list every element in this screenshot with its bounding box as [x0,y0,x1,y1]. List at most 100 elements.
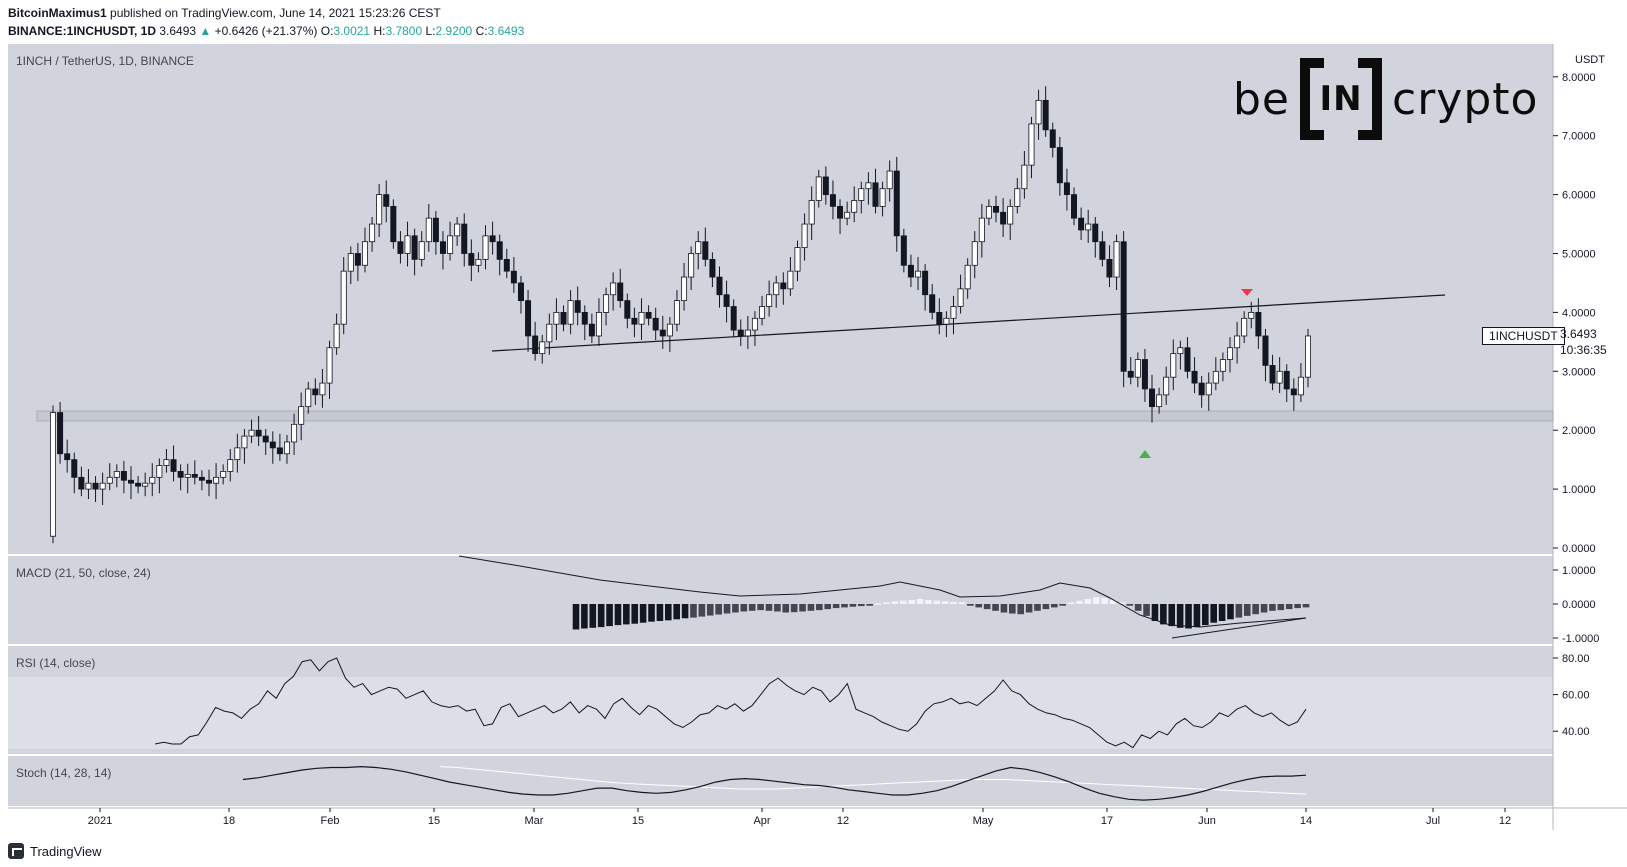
candle-up [851,200,858,213]
macd-bar [1252,604,1259,615]
candle-up [1241,317,1248,337]
candle-down [730,306,737,331]
candle-up [163,459,170,466]
macd-bar [748,604,756,611]
candle-down [709,258,716,278]
candle-up [99,482,106,490]
macd-bar [958,602,966,604]
author-name[interactable]: BitcoinMaximus1 [8,6,107,20]
candle-up [695,241,702,254]
candle-down [1191,370,1198,384]
macd-bar [1084,598,1092,604]
macd-bar [1202,604,1209,626]
ascending-trendline [491,294,1446,352]
candle-up [673,300,680,325]
price-tick-label: 4.0000 [1562,307,1596,319]
macd-bar [1143,604,1150,616]
macd-bar [816,604,823,611]
macd-bar [1009,604,1016,614]
candle-up [766,294,773,307]
up-triangle-icon: ▲ [199,24,212,38]
macd-bar [715,604,722,615]
candle-down [411,235,418,260]
last-price-label: 3.6493 [1560,327,1597,341]
candle-up [1205,382,1212,396]
stoch-d-line [439,766,1307,795]
candle-up [886,170,893,190]
candle-up [759,306,766,319]
macd-bar [1210,604,1218,623]
close-label: C: [475,24,488,38]
macd-histogram [572,597,1310,630]
candle-up [85,482,92,490]
macd-bar [732,604,739,613]
candle-down [269,441,276,449]
macd-bar [933,600,941,604]
candle-down [78,476,85,490]
candle-up [638,311,645,325]
macd-bar [698,604,706,617]
macd-bar [992,604,999,611]
macd-bar [1294,604,1301,609]
candle-up [1021,164,1028,190]
macd-bar [623,604,630,625]
stoch-pane [8,756,1553,806]
candle-down [312,388,319,396]
macd-bar [1302,604,1310,608]
candle-down [872,182,879,207]
candle-up [347,253,354,272]
macd-bar [1160,604,1167,625]
arrow-up-icon [1139,450,1151,458]
low-value: 2.9200 [435,24,473,38]
macd-line [458,555,1307,628]
candle-down [525,300,532,337]
macd-bar [1118,602,1125,604]
macd-bar [799,604,806,612]
candle-up [915,270,922,278]
candle-up [539,341,546,355]
candle-down [716,276,723,296]
candle-down [1120,241,1127,372]
candle-down [723,294,730,307]
candle-down [617,282,624,302]
candle-up [595,311,602,337]
macd-bar [706,604,714,616]
candle-up [50,412,57,537]
candle-down [432,217,439,243]
bar-countdown: 10:36:35 [1560,343,1607,357]
candle-up [1212,370,1219,384]
time-tick-label: 12 [1499,815,1511,827]
candle-up [858,188,865,201]
high-label: H: [373,24,386,38]
footer-brand[interactable]: TradingView [30,843,102,859]
beincrypto-logo: be IN crypto [1233,58,1538,140]
candle-up [950,306,957,319]
time-tick-label: 15 [428,815,440,827]
ohlc-line: BINANCE:1INCHUSDT, 1D 3.6493 ▲ +0.6426 (… [8,24,524,38]
time-tick-label: Jun [1198,815,1216,827]
macd-bar [1277,604,1285,611]
macd-bar [656,604,664,621]
macd-bar [983,604,991,610]
candle-up [106,476,113,484]
candle-up [787,270,794,290]
candle-down [993,205,1000,213]
macd-bar [614,604,622,626]
rsi-band [8,677,1553,749]
candle-down [1255,311,1262,337]
candle-up [971,241,978,266]
macd-ticks: 1.0000 0.0000 -1.0000 [1553,565,1599,645]
candle-up [744,329,751,337]
close-value: 3.6493 [487,24,525,38]
candle-down [489,235,496,243]
stoch-k-line [242,765,1307,801]
currency-label: USDT [1575,54,1605,66]
candle-up [808,200,815,225]
price-tick-label: 2.0000 [1562,425,1596,437]
candle-up [1219,359,1226,372]
candle-up [666,323,673,337]
candle-up [113,471,120,478]
candle-up [957,288,964,307]
macd-bar [925,599,932,604]
